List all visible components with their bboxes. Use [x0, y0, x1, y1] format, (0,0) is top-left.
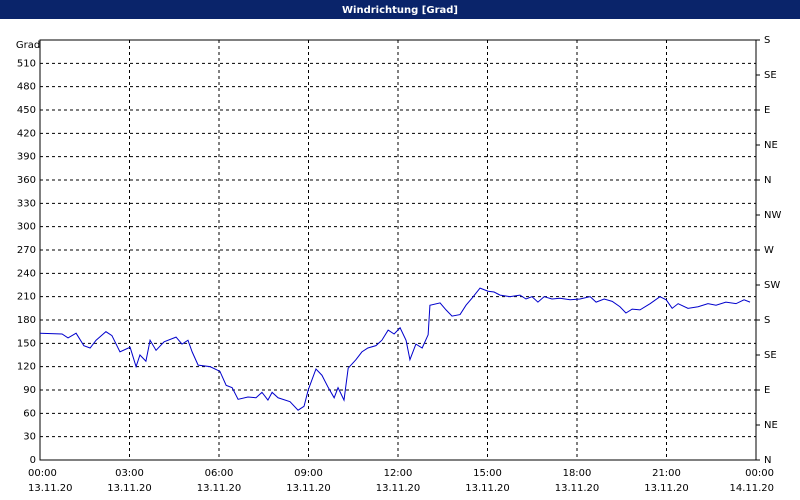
chart-title: Windrichtung [Grad]: [342, 5, 458, 16]
x-tick-date: 13.11.20: [644, 483, 689, 494]
y2-tick-label: W: [764, 245, 774, 256]
x-tick-date: 13.11.20: [555, 483, 600, 494]
x-tick-date: 13.11.20: [376, 483, 421, 494]
y2-tick-label: S: [764, 35, 770, 46]
y-tick-label: 30: [23, 432, 36, 443]
y-tick-label: 120: [17, 362, 36, 373]
y-tick-label: 360: [17, 175, 36, 186]
x-tick-label: 18:00: [563, 468, 592, 479]
y2-tick-label: NE: [764, 420, 778, 431]
x-tick-label: 03:00: [115, 468, 144, 479]
x-tick-date: 13.11.20: [107, 483, 152, 494]
y-tick-label: 0: [30, 455, 36, 466]
y2-tick-label: N: [764, 175, 771, 186]
y-tick-label: 480: [17, 82, 36, 93]
y-tick-label: 240: [17, 268, 36, 279]
x-tick-date: 13.11.20: [465, 483, 510, 494]
y-tick-label: 270: [17, 245, 36, 256]
y2-tick-label: S: [764, 315, 770, 326]
x-tick-label: 15:00: [473, 468, 502, 479]
y-tick-label: 420: [17, 128, 36, 139]
y-tick-label: 180: [17, 315, 36, 326]
y-tick-label: 150: [17, 338, 36, 349]
y-tick-label: 210: [17, 292, 36, 303]
data-line: [39, 287, 751, 411]
y-tick-label: 300: [17, 222, 36, 233]
y-axis-label: Grad: [16, 40, 40, 51]
x-tick-date: 13.11.20: [286, 483, 331, 494]
y2-tick-label: E: [764, 385, 770, 396]
y-tick-label: 510: [17, 58, 36, 69]
y-tick-label: 330: [17, 198, 36, 209]
y2-tick-label: NW: [764, 210, 781, 221]
x-tick-date: 13.11.20: [28, 483, 73, 494]
y2-tick-label: N: [764, 455, 771, 466]
y2-tick-label: E: [764, 105, 770, 116]
y2-tick-label: SE: [764, 350, 777, 361]
y-tick-label: 450: [17, 105, 36, 116]
y-tick-label: 60: [23, 408, 36, 419]
y-tick-label: 390: [17, 152, 36, 163]
x-tick-label: 00:00: [745, 468, 774, 479]
x-tick-label: 12:00: [384, 468, 413, 479]
y-tick-label: 90: [23, 385, 36, 396]
y2-tick-label: SW: [764, 280, 780, 291]
x-tick-label: 06:00: [205, 468, 234, 479]
x-tick-label: 00:00: [28, 468, 57, 479]
y2-tick-label: SE: [764, 70, 777, 81]
x-tick-date: 14.11.20: [729, 483, 774, 494]
x-tick-label: 21:00: [652, 468, 681, 479]
x-tick-date: 13.11.20: [197, 483, 242, 494]
title-bar: [0, 0, 800, 19]
x-tick-label: 09:00: [294, 468, 323, 479]
y2-tick-label: NE: [764, 140, 778, 151]
